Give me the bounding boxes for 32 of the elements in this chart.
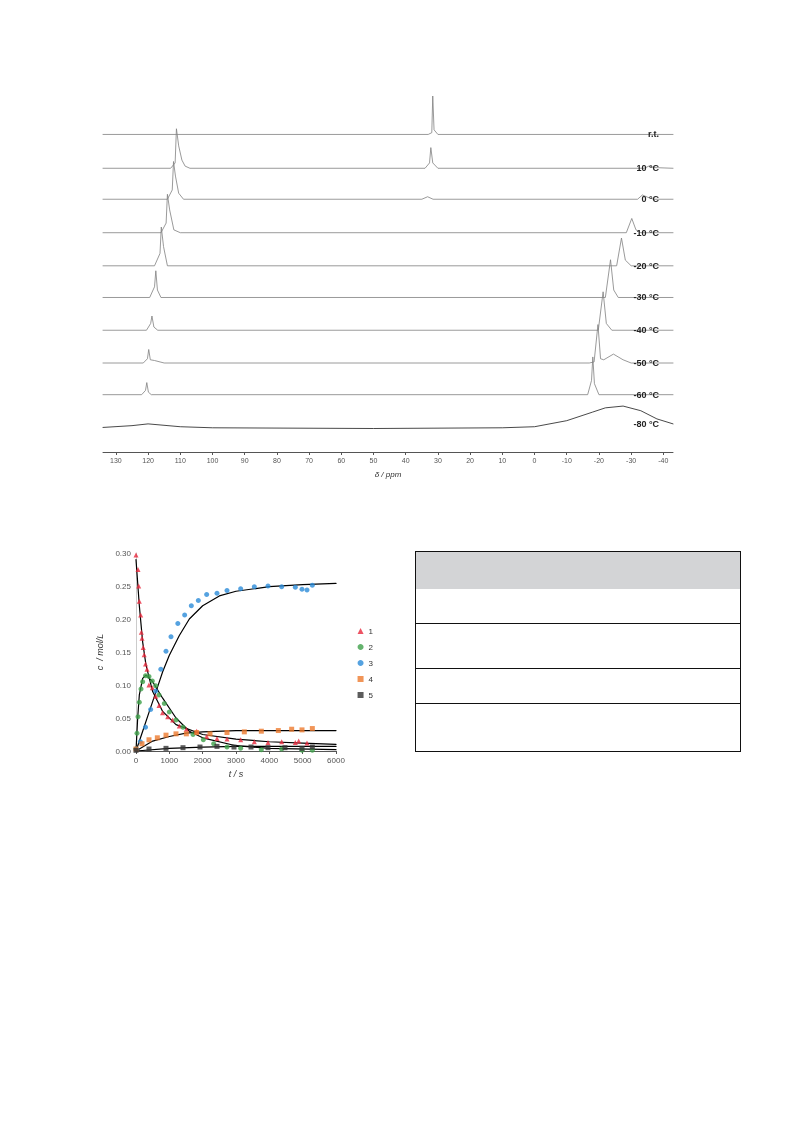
- series-label: -80 °C: [633, 418, 660, 429]
- series-label: 10 °C: [636, 163, 660, 174]
- legend-label: 2: [368, 642, 374, 652]
- x-tick-label: 3000: [227, 755, 246, 765]
- legend-label: 3: [368, 658, 374, 668]
- x-axis-title: δ / ppm: [374, 469, 402, 479]
- series-label: -30 °C: [633, 292, 660, 303]
- y-tick-label: 0.20: [115, 614, 132, 624]
- x-tick-label: 4000: [260, 755, 279, 765]
- y-tick-label: 0.25: [115, 581, 132, 591]
- series-label: -60 °C: [633, 389, 660, 400]
- y-tick-label: 0.15: [115, 647, 132, 657]
- x-tick-label: 5000: [293, 755, 313, 765]
- legend-label: 5: [368, 690, 374, 700]
- series-label: -10 °C: [633, 227, 660, 238]
- series-label: -20 °C: [633, 260, 660, 271]
- legend-label: 1: [368, 626, 374, 636]
- x-tick-label: 2000: [193, 755, 213, 765]
- y-tick-label: 0.30: [115, 548, 132, 558]
- y-tick-label: 0.10: [115, 680, 132, 690]
- series-label: 0 °C: [641, 194, 660, 205]
- series-label: -50 °C: [633, 358, 660, 368]
- x-tick-label: 0: [133, 755, 139, 765]
- y-axis-title: c / mol/L: [94, 633, 105, 671]
- y-tick-label: 0.00: [115, 746, 132, 756]
- series-label: r.t.: [647, 129, 659, 140]
- x-tick-label: 1000: [160, 755, 179, 765]
- series-label: -40 °C: [633, 325, 660, 336]
- legend-label: 4: [368, 674, 374, 684]
- x-axis-title: t / s: [228, 768, 244, 779]
- y-tick-label: 0.05: [115, 713, 132, 723]
- x-tick-label: 6000: [327, 755, 346, 765]
